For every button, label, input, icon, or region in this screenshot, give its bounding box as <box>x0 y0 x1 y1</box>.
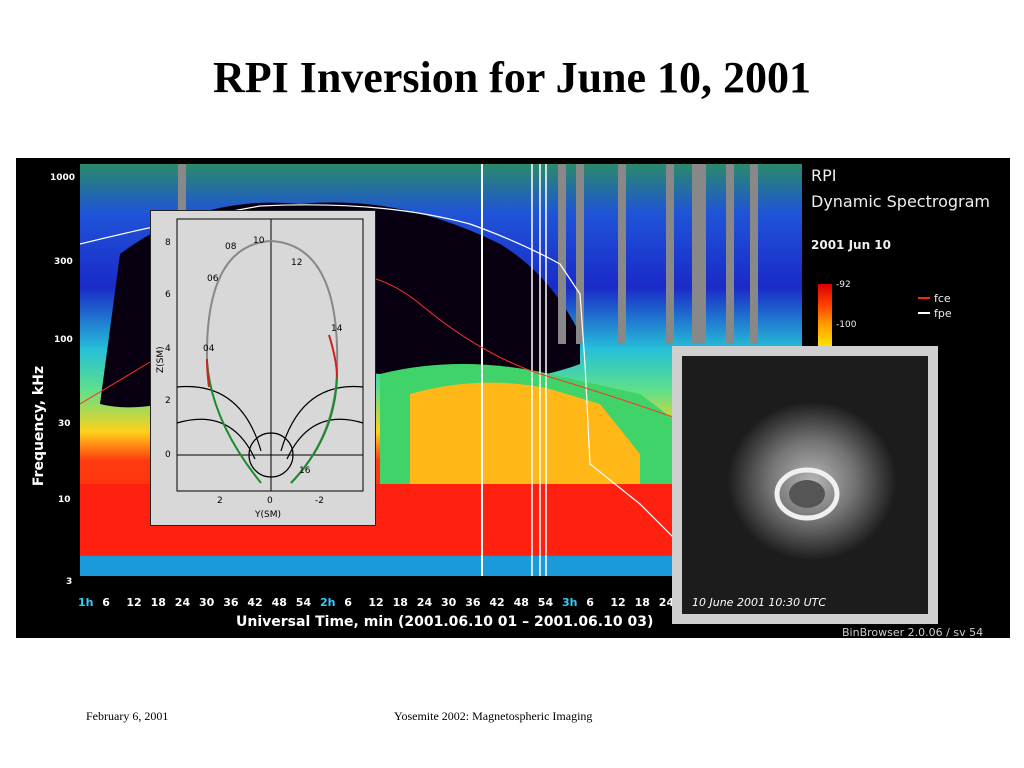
footer-title: Yosemite 2002: Magnetospheric Imaging <box>394 709 593 723</box>
legend-label: fpe <box>934 307 952 320</box>
orbit-x-tick: 2 <box>217 496 223 506</box>
x-tick: 18 <box>634 596 650 609</box>
footer-date: February 6, 2001 <box>86 709 169 723</box>
orbit-hour-label: 12 <box>291 258 302 268</box>
legend-fce: fce <box>918 289 951 307</box>
y-tick: 300 <box>54 257 73 267</box>
orbit-y-tick: 2 <box>165 396 171 406</box>
x-tick: 12 <box>126 596 142 609</box>
orbit-inset: 8 6 4 2 0 2 0 -2 Y(SM) Z(SM) 10 08 12 06… <box>150 210 376 526</box>
y-axis-title: Frequency, kHz <box>31 365 47 487</box>
x-tick: 18 <box>150 596 166 609</box>
x-tick: 24 <box>658 596 675 609</box>
orbit-x-tick: 0 <box>267 496 273 506</box>
orbit-hour-label: 08 <box>225 242 237 252</box>
y-tick: 100 <box>54 335 73 345</box>
x-tick: 2h <box>320 596 336 609</box>
x-tick: 48 <box>513 596 529 609</box>
orbit-y-tick: 8 <box>165 238 171 248</box>
x-tick: 36 <box>223 596 239 609</box>
x-tick: 3h <box>562 596 578 609</box>
x-tick: 6 <box>102 596 110 609</box>
x-tick: 24 <box>174 596 191 609</box>
orbit-y-tick: 0 <box>165 450 171 460</box>
spectrogram-title-line1: RPI <box>811 166 837 185</box>
orbit-hour-label: 14 <box>331 324 343 334</box>
x-tick: 18 <box>392 596 408 609</box>
x-tick: 36 <box>465 596 481 609</box>
legend-fpe: fpe <box>918 304 952 322</box>
x-tick: 42 <box>247 596 263 609</box>
orbit-hour-label: 06 <box>207 274 219 284</box>
orbit-y-tick: 6 <box>165 290 171 300</box>
x-axis-title: Universal Time, min (2001.06.10 01 – 200… <box>236 614 654 630</box>
orbit-x-tick: -2 <box>315 496 324 506</box>
orbit-hour-label: 04 <box>203 344 215 354</box>
spectrogram-title-line2: Dynamic Spectrogram <box>811 192 991 211</box>
euv-image-inset: 10 June 2001 10:30 UTC <box>672 346 938 624</box>
x-tick: 24 <box>416 596 433 609</box>
y-tick: 1000 <box>50 173 76 183</box>
image-caption: 10 June 2001 10:30 UTC <box>692 596 827 609</box>
colorbar-tick: -92 <box>836 280 851 290</box>
y-tick: 3 <box>66 577 73 587</box>
orbit-y-tick: 4 <box>165 344 171 354</box>
orbit-hour-label: 10 <box>253 236 265 246</box>
x-tick: 1h <box>78 596 94 609</box>
x-tick: 12 <box>368 596 384 609</box>
orbit-y-axis-label: Z(SM) <box>156 346 166 373</box>
colorbar-tick: -100 <box>836 320 857 330</box>
orbit-x-axis-label: Y(SM) <box>254 510 281 520</box>
slide-title: RPI Inversion for June 10, 2001 <box>212 53 812 102</box>
x-tick: 30 <box>199 596 215 609</box>
date-label: 2001 Jun 10 <box>811 238 892 252</box>
orbit-hour-label: 16 <box>299 466 311 476</box>
x-tick: 30 <box>441 596 457 609</box>
x-tick: 54 <box>295 596 312 609</box>
legend-swatch <box>918 297 930 300</box>
y-tick: 10 <box>58 495 71 505</box>
x-tick: 12 <box>610 596 626 609</box>
legend-label: fce <box>934 292 951 305</box>
y-tick: 30 <box>58 419 71 429</box>
legend-swatch <box>918 312 930 315</box>
x-tick: 6 <box>586 596 594 609</box>
x-tick: 48 <box>271 596 287 609</box>
colorbar <box>818 284 832 346</box>
x-tick: 54 <box>537 596 554 609</box>
x-tick: 42 <box>489 596 505 609</box>
x-tick: 6 <box>344 596 352 609</box>
version-label: BinBrowser 2.0.06 / sv 54 <box>842 626 984 639</box>
